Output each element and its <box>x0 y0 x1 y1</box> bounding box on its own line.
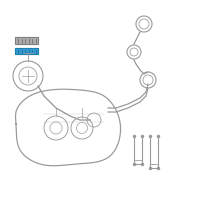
FancyBboxPatch shape <box>15 48 39 55</box>
FancyBboxPatch shape <box>15 37 39 45</box>
